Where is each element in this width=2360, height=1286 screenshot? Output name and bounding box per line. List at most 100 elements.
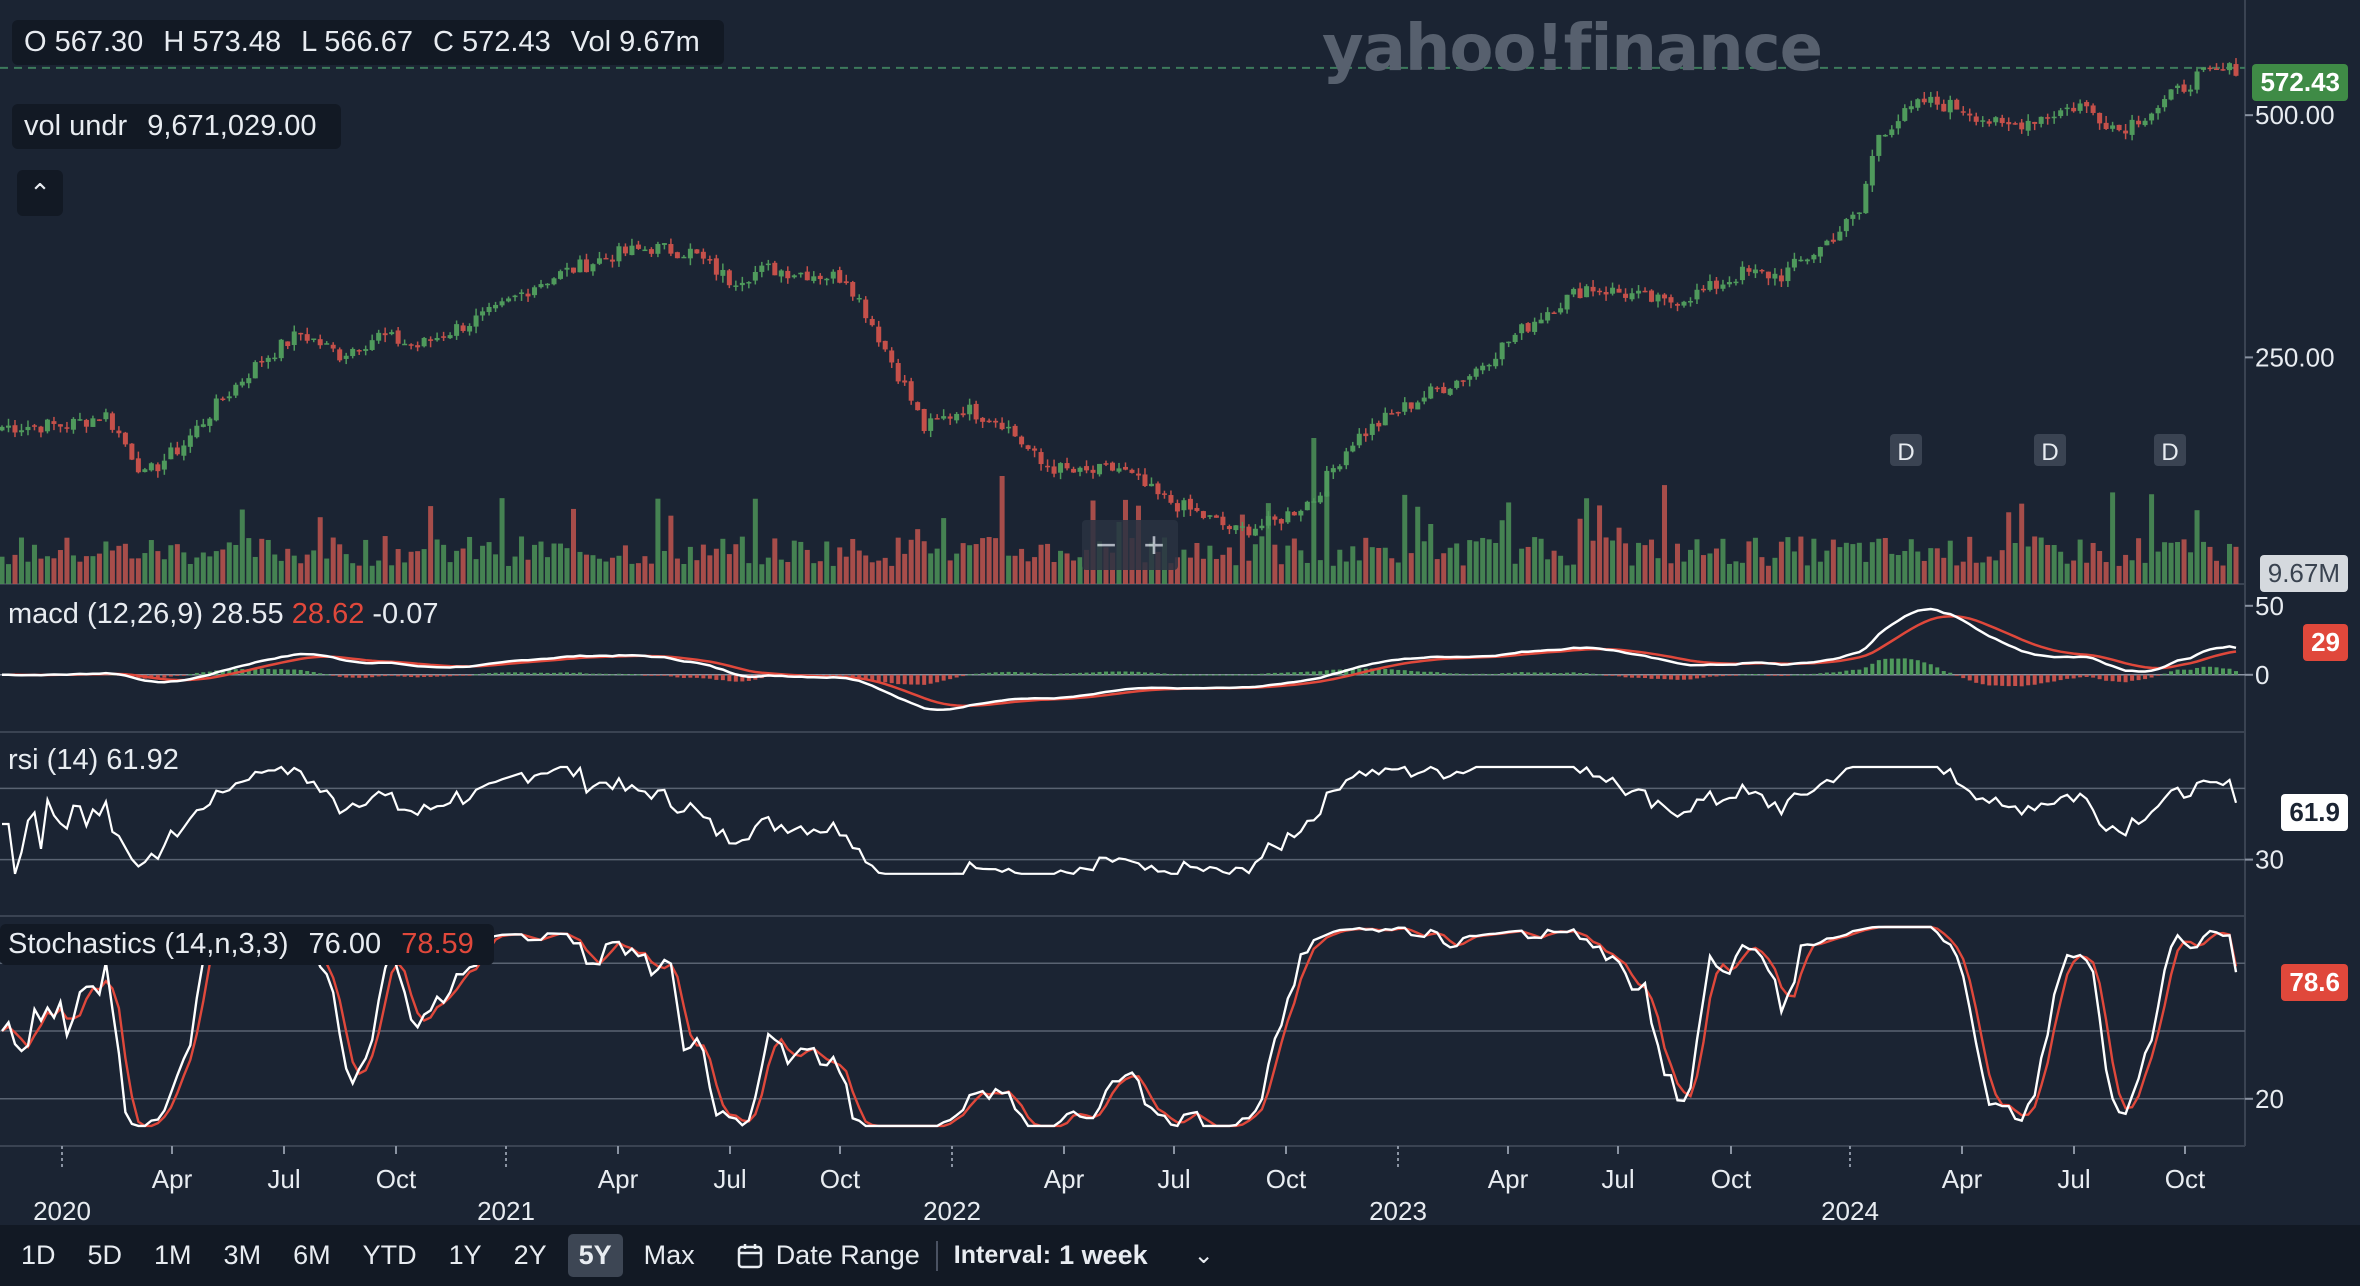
candle-body [973, 403, 979, 420]
volume-bar [369, 565, 375, 584]
volume-bar [129, 558, 135, 584]
candle-body [382, 333, 388, 336]
macd-histogram-bar [1714, 674, 1719, 677]
volume-bar [1636, 542, 1642, 584]
macd-histogram-bar [2019, 674, 2024, 687]
volume-bar [486, 542, 492, 584]
macd-histogram-bar [2182, 669, 2187, 675]
macd-histogram-bar [1253, 674, 1258, 676]
range-button-5d[interactable]: 5D [87, 1240, 123, 1270]
candle-body [895, 363, 901, 382]
range-button-1y[interactable]: 1Y [448, 1240, 482, 1270]
candle-body [1928, 96, 1934, 103]
macd-histogram-bar [1454, 673, 1459, 675]
candle-body [1973, 116, 1979, 122]
macd-histogram-bar [1519, 672, 1524, 675]
candle-body [519, 292, 525, 294]
macd-histogram-bar [1136, 671, 1141, 675]
candle-body [395, 330, 401, 344]
macd-histogram-bar [590, 673, 595, 675]
date-range-button[interactable]: Date Range [736, 1240, 920, 1271]
rsi-legend-label: rsi (14) [8, 744, 99, 776]
volume-bar [343, 554, 349, 584]
volume-bar [194, 557, 200, 584]
candle-body [700, 251, 706, 259]
range-button-max[interactable]: Max [643, 1240, 695, 1270]
volume-bar [1285, 545, 1291, 584]
candle-body [200, 424, 206, 427]
volume-bar [2233, 546, 2239, 584]
x-year-label: 2021 [477, 1196, 535, 1225]
volume-legend-value: 9,671,029.00 [147, 110, 317, 142]
zoom-out-button[interactable]: − [1095, 524, 1117, 565]
candle-body [2227, 63, 2233, 71]
volume-bar [454, 550, 460, 584]
macd-histogram-bar [1766, 674, 1771, 676]
volume-bar [64, 537, 70, 584]
candle-body [480, 311, 486, 316]
zoom-in-button[interactable]: + [1143, 524, 1165, 565]
macd-histogram-bar [1305, 671, 1310, 675]
range-button-2y[interactable]: 2Y [513, 1240, 547, 1270]
volume-bar [1584, 498, 1590, 584]
x-year-label: 2022 [923, 1196, 981, 1225]
macd-histogram-bar [616, 673, 621, 675]
macd-histogram-bar [2006, 674, 2011, 687]
candle-body [1610, 287, 1616, 294]
candle-body [1837, 231, 1843, 241]
macd-histogram-bar [863, 674, 868, 679]
macd-histogram-bar [1188, 674, 1193, 676]
range-button-1d[interactable]: 1D [21, 1240, 56, 1270]
candle-body [356, 350, 362, 352]
volume-bar [512, 556, 518, 584]
candle-body [1454, 380, 1460, 388]
volume-bar [1739, 562, 1745, 584]
volume-bar [967, 545, 973, 584]
candle-body [830, 271, 836, 279]
range-button-1m[interactable]: 1M [154, 1240, 192, 1270]
macd-histogram-bar [435, 674, 440, 677]
candle-body [1317, 495, 1323, 503]
candle-body [1382, 412, 1388, 426]
macd-histogram-bar [889, 674, 894, 684]
chart-area[interactable]: 500.00 250.00 D D D 50 0 30 20 Apr Jul Oct Apr Jul Oct… [0, 0, 2360, 1225]
macd-histogram-bar [987, 672, 992, 675]
macd-histogram-bar [1233, 674, 1238, 676]
range-button-ytd[interactable]: YTD [362, 1240, 417, 1270]
volume-bar [1434, 559, 1440, 584]
macd-histogram-bar [545, 672, 550, 675]
volume-bar [1343, 561, 1349, 584]
interval-selector[interactable]: Interval: 1 week ⌄ [954, 1240, 1214, 1271]
volume-bar [1999, 550, 2005, 584]
volume-bar [921, 541, 927, 584]
chart-svg[interactable]: 500.00 250.00 D D D 50 0 30 20 Apr Jul Oct Apr Jul Oct… [0, 0, 2360, 1225]
volume-tag: 9.67M [2259, 555, 2348, 592]
macd-histogram-bar [2078, 674, 2083, 678]
macd-histogram-bar [1376, 668, 1381, 675]
range-button-3m[interactable]: 3M [223, 1240, 262, 1270]
macd-histogram-bar [915, 674, 920, 685]
macd-histogram-bar [1928, 664, 1933, 675]
volume-bar [1746, 541, 1752, 584]
candle-body [954, 413, 960, 421]
range-button-5y[interactable]: 5Y [567, 1234, 623, 1277]
candle-body [577, 259, 583, 273]
volume-bar [1369, 547, 1375, 584]
macd-histogram-bar [688, 674, 693, 678]
candle-body [545, 283, 551, 286]
volume-bar [1408, 553, 1414, 584]
candle-body [311, 338, 317, 340]
zoom-controls[interactable]: − + [1082, 520, 1178, 570]
macd-histogram-bar [1506, 672, 1511, 675]
macd-histogram-bar [441, 674, 446, 677]
volume-bar [51, 558, 57, 584]
macd-histogram-bar [1669, 674, 1674, 680]
volume-bar [1830, 539, 1836, 584]
volume-bar [2110, 492, 2116, 584]
candle-body [629, 245, 635, 256]
volume-bar [1259, 536, 1265, 584]
collapse-legend-button[interactable]: ⌃ [17, 170, 63, 216]
volume-bar [1707, 553, 1713, 584]
range-button-6m[interactable]: 6M [293, 1240, 331, 1270]
macd-histogram-bar [1162, 673, 1167, 675]
